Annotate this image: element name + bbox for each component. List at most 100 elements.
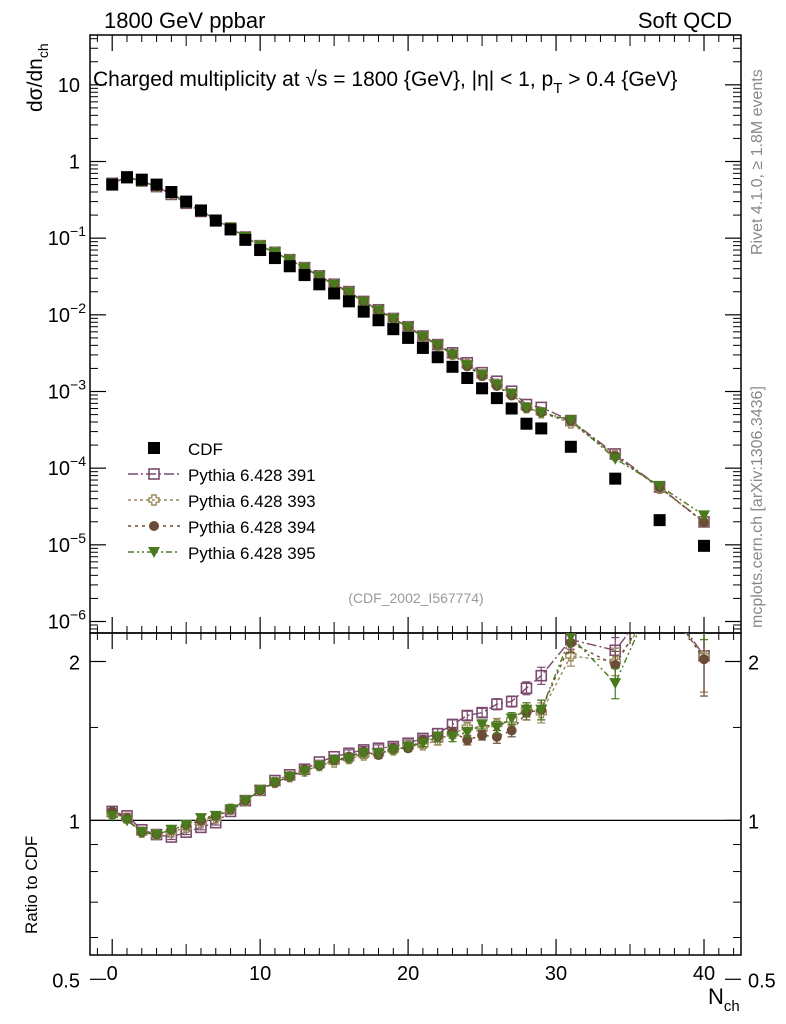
ratio-tick-label: 1: [69, 811, 80, 833]
cdf-data-point: [461, 371, 474, 384]
ratio-point-4: [416, 738, 429, 750]
analysis-watermark: (CDF_2002_I567774): [348, 590, 483, 606]
cdf-data-point: [150, 178, 163, 191]
mc-point-4: [387, 313, 400, 325]
ratio-point-4: [180, 820, 193, 832]
ratio-point-4: [609, 678, 622, 690]
mc-point-4: [416, 331, 429, 343]
x-tick-label: 10: [249, 963, 271, 985]
ratio-point-4: [165, 824, 178, 836]
ratio-point-4: [268, 777, 281, 789]
cdf-data-point: [431, 351, 444, 364]
ratio-point-3: [699, 654, 710, 665]
cdf-data-point: [313, 278, 326, 291]
ratio-line-3: [111, 633, 705, 836]
cdf-data-point: [387, 323, 400, 336]
ratio-point-4: [654, 579, 666, 590]
cdf-data-point: [268, 252, 281, 265]
cdf-data-point: [520, 417, 533, 430]
legend-label-4: Pythia 6.428 395: [188, 544, 316, 563]
legend-marker-1: [148, 468, 160, 480]
mc-point-4: [313, 271, 326, 283]
ratio-tick-label-right: 1: [748, 811, 759, 833]
ratio-point-4: [490, 722, 503, 734]
ratio-point-1: [461, 709, 474, 722]
mc-line-2: [111, 176, 705, 523]
mc-line-4: [111, 176, 705, 516]
main-plot-layer: [106, 170, 711, 552]
ratio-point-4: [224, 804, 237, 816]
ratio-tick-label: 0.5: [52, 970, 80, 992]
mc-point-4: [402, 322, 415, 334]
side-label-mcplots: mcplots.cern.ch [arXiv:1306.3436]: [749, 386, 766, 628]
mc-point-4: [476, 369, 489, 381]
ratio-point-4: [239, 795, 252, 807]
x-tick-label: 40: [693, 963, 715, 985]
y-axis-label-main: dσ/dnch: [24, 43, 51, 112]
cdf-data-point: [416, 341, 429, 354]
legend-label-cdf: CDF: [188, 440, 223, 459]
cdf-data-point: [106, 178, 119, 191]
legend-label-2: Pythia 6.428 393: [188, 492, 316, 511]
ratio-point-4: [313, 760, 326, 772]
mc-point-4: [505, 388, 518, 400]
cdf-data-point: [239, 233, 252, 246]
ratio-line-1: [111, 633, 705, 838]
mc-point-4: [520, 402, 533, 414]
cdf-data-point: [180, 195, 193, 208]
mc-point-4: [298, 262, 311, 274]
cdf-data-point: [372, 314, 385, 327]
chart-title: Charged multiplicity at √s = 1800 {GeV},…: [93, 68, 677, 97]
cdf-data-point: [328, 287, 341, 300]
cdf-data-point: [505, 402, 518, 415]
cdf-data-point: [120, 171, 133, 184]
ratio-point-4: [194, 813, 207, 825]
ratio-plot-frame: [89, 632, 742, 956]
ratio-line-4: [111, 633, 639, 836]
header-right: Soft QCD: [638, 8, 732, 33]
ratio-point-4: [505, 713, 518, 725]
ratio-point-3: [506, 725, 517, 736]
x-tick-label: 0: [107, 963, 118, 985]
mc-point-4: [446, 349, 459, 361]
y-tick-label: 10: [58, 75, 80, 97]
axes-layer: 0 10 20 30 40 10 1 10−1 10−2 10−3 10−4 10−5 10−6 2 2 1 1…: [48, 35, 776, 992]
ratio-point-2: [655, 596, 665, 606]
ratio-point-4: [520, 704, 533, 716]
ratio-point-4: [342, 753, 355, 765]
ratio-tick-label-right: 0.5: [748, 970, 776, 992]
ratio-point-4: [254, 785, 267, 797]
legend-label-1: Pythia 6.428 391: [188, 466, 316, 485]
header-left: 1800 GeV ppbar: [104, 8, 265, 33]
cdf-data-point: [209, 214, 222, 227]
ratio-point-3: [491, 731, 502, 742]
ratio-point-4: [106, 810, 119, 822]
y-axis-label-ratio: Ratio to CDF: [22, 836, 41, 934]
mc-point-4: [490, 379, 503, 391]
ratio-point-4: [135, 827, 148, 839]
y-tick-label: 10−4: [48, 453, 86, 480]
ratio-point-4: [150, 829, 163, 841]
legend: CDF Pythia 6.428 391 Pythia 6.428 393 Pythi…: [128, 440, 316, 563]
ratio-point-4: [298, 766, 311, 778]
y-tick-label: 10−3: [48, 377, 86, 404]
ratio-point-4: [372, 748, 385, 760]
ratio-point-4: [387, 744, 400, 756]
cdf-data-point: [357, 305, 370, 318]
cdf-data-point: [298, 269, 311, 282]
y-tick-label: 1: [69, 152, 80, 174]
ratio-point-4: [476, 719, 489, 731]
ratio-point-4: [446, 731, 459, 743]
cdf-data-point: [535, 422, 548, 435]
mc-point-4: [328, 279, 341, 291]
ratio-point-1: [491, 698, 503, 711]
ratio-point-4: [357, 748, 370, 760]
cdf-data-point: [653, 514, 666, 527]
ratio-tick-label: 2: [69, 652, 80, 674]
mc-point-4: [535, 407, 548, 419]
legend-marker-4: [148, 547, 160, 558]
mc-point-4: [431, 340, 444, 352]
x-axis-label: Nch: [708, 984, 740, 1015]
mc-point-4: [461, 360, 474, 372]
